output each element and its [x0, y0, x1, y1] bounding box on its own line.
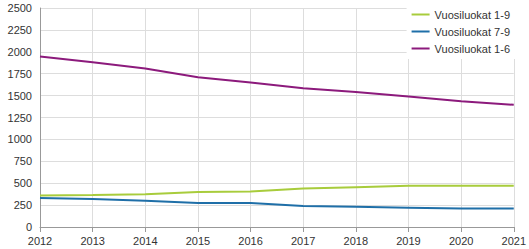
svg-text:2019: 2019 — [396, 235, 420, 247]
svg-text:2013: 2013 — [80, 235, 104, 247]
svg-text:2014: 2014 — [133, 235, 157, 247]
svg-text:Vuosiluokat 1-9: Vuosiluokat 1-9 — [435, 9, 510, 21]
svg-text:1250: 1250 — [8, 112, 32, 124]
svg-text:0: 0 — [26, 221, 32, 233]
svg-text:2250: 2250 — [8, 24, 32, 36]
svg-text:1000: 1000 — [8, 133, 32, 145]
svg-text:2500: 2500 — [8, 2, 32, 14]
svg-text:2016: 2016 — [238, 235, 262, 247]
svg-text:500: 500 — [14, 177, 32, 189]
svg-text:Vuosiluokat 7-9: Vuosiluokat 7-9 — [435, 26, 510, 38]
svg-text:1500: 1500 — [8, 90, 32, 102]
svg-text:Vuosiluokat 1-6: Vuosiluokat 1-6 — [435, 43, 510, 55]
svg-text:2000: 2000 — [8, 46, 32, 58]
svg-text:2018: 2018 — [344, 235, 368, 247]
svg-text:2017: 2017 — [291, 235, 315, 247]
svg-text:2020: 2020 — [449, 235, 473, 247]
svg-text:750: 750 — [14, 155, 32, 167]
svg-text:2015: 2015 — [186, 235, 210, 247]
svg-text:2021: 2021 — [502, 235, 526, 247]
svg-text:1750: 1750 — [8, 68, 32, 80]
svg-text:250: 250 — [14, 199, 32, 211]
svg-text:2012: 2012 — [28, 235, 52, 247]
